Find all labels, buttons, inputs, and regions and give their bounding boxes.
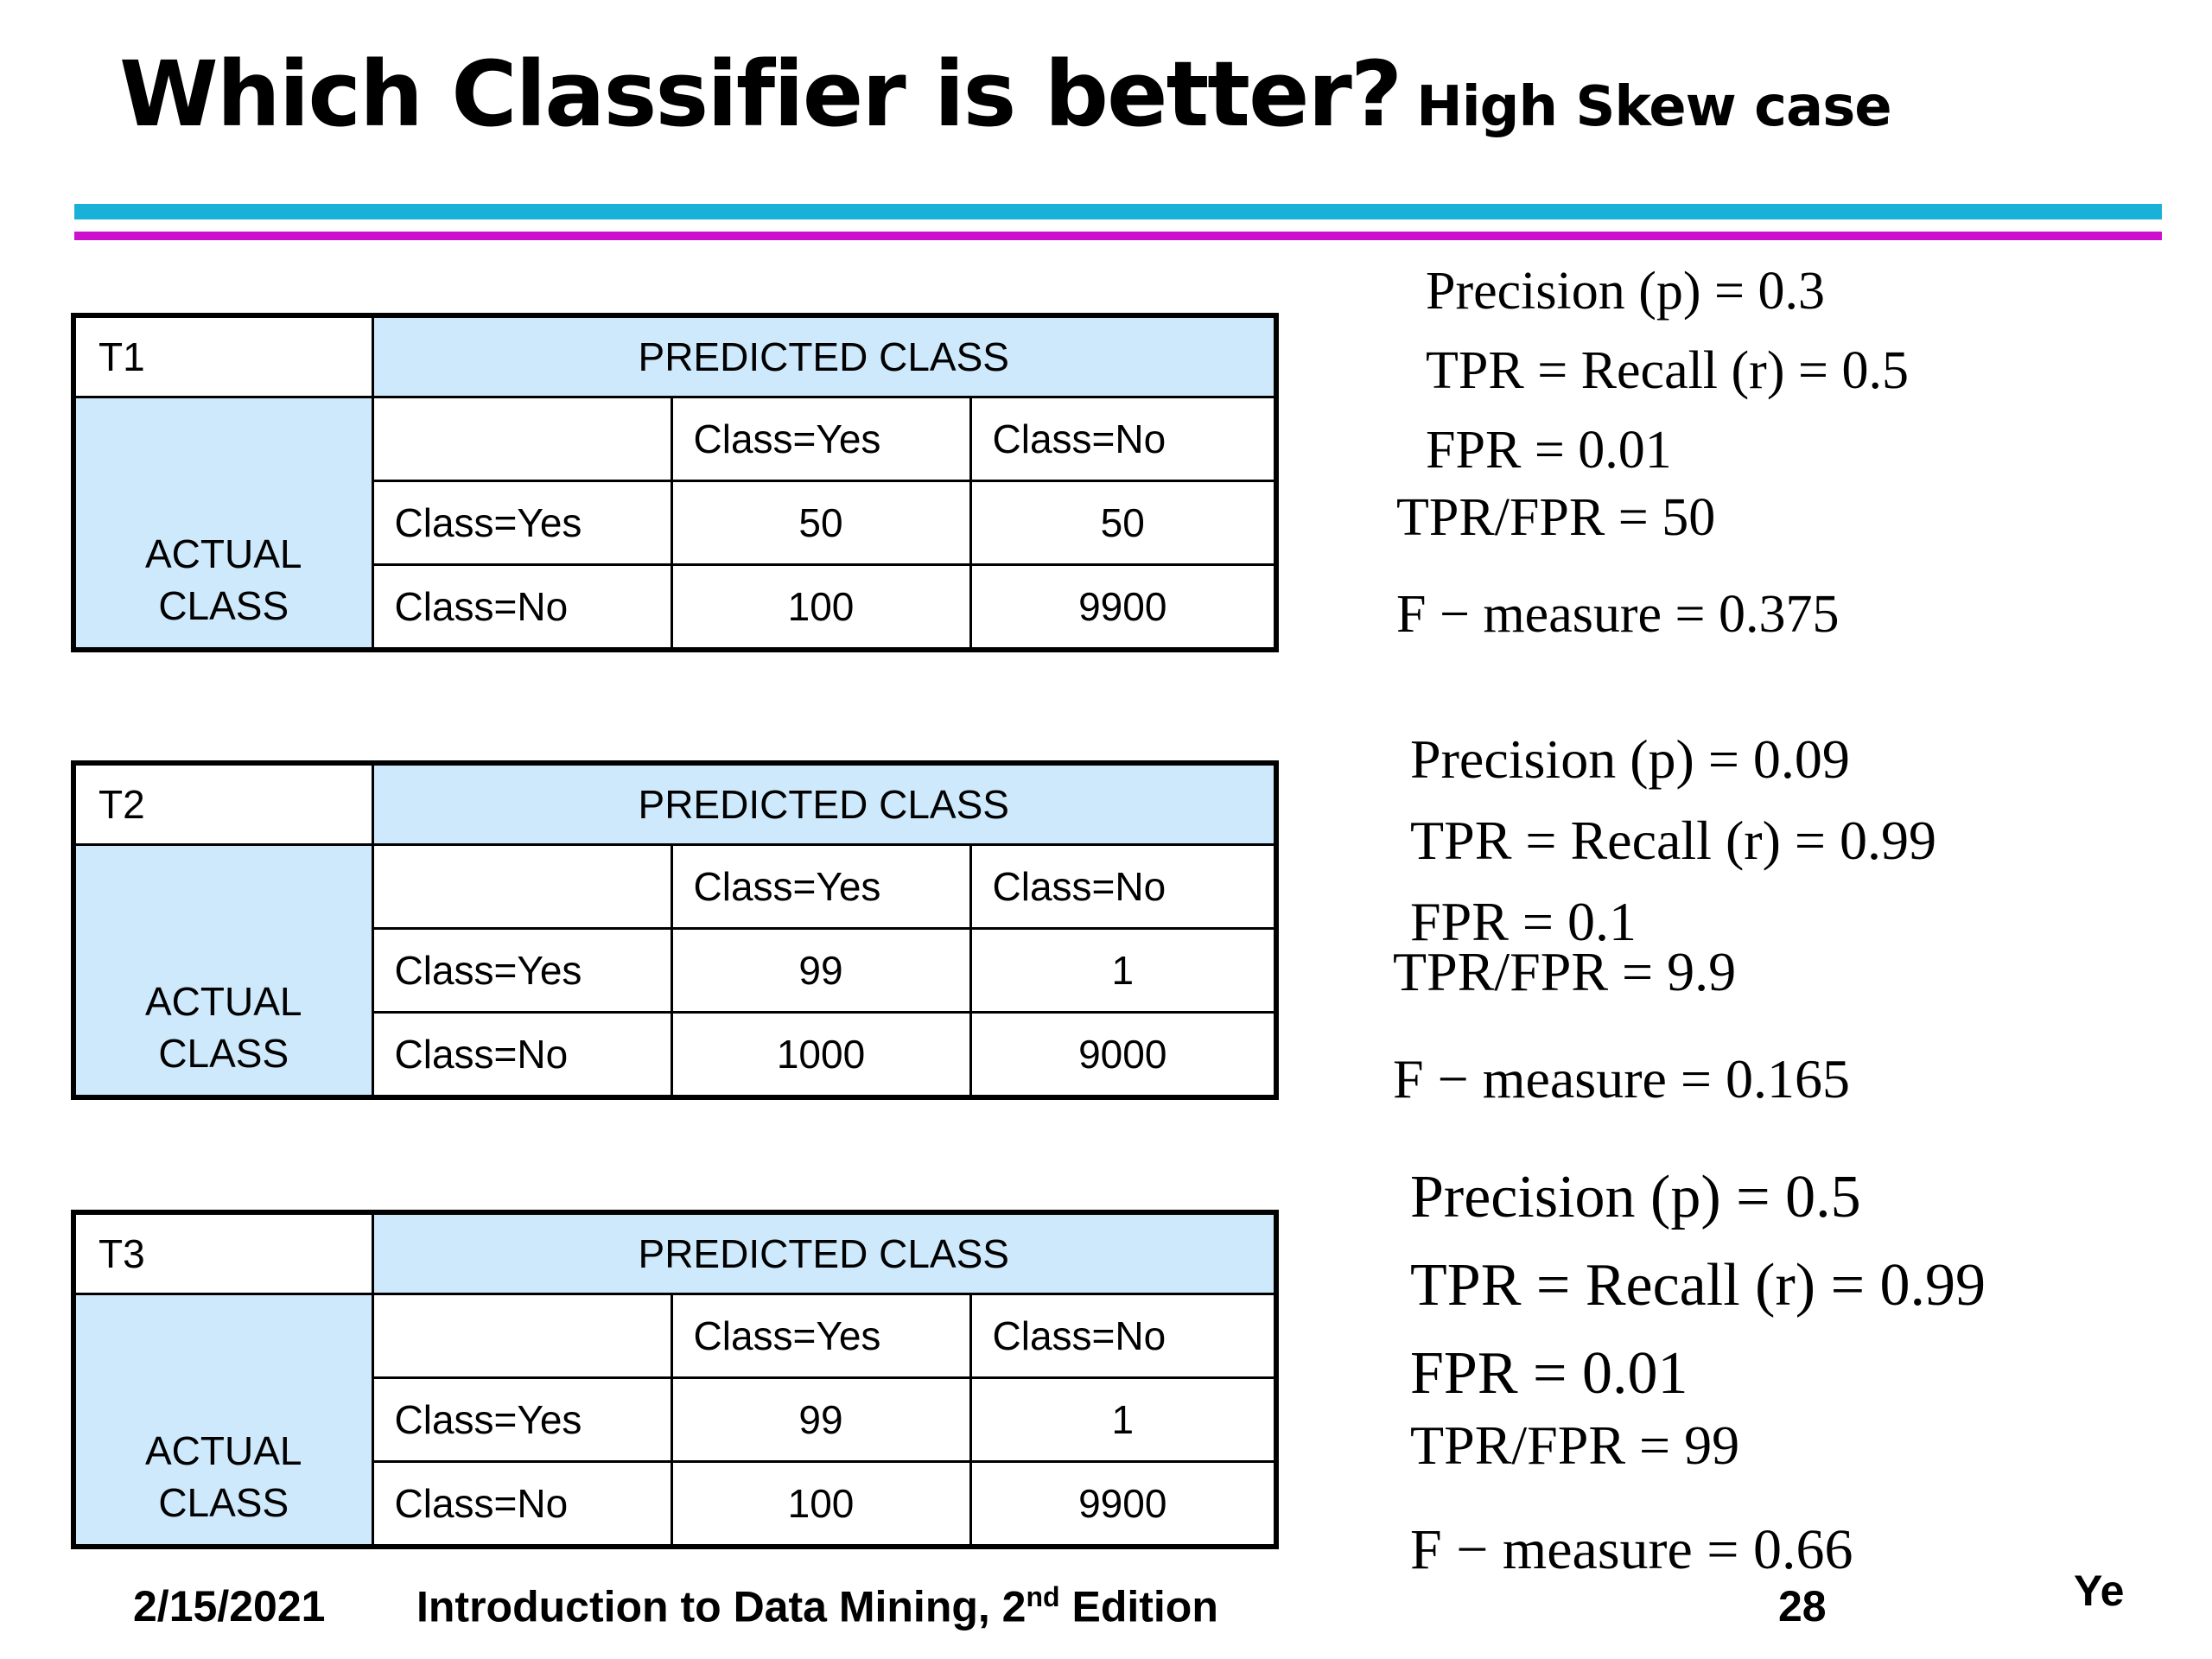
title-rule-magenta xyxy=(74,232,2162,240)
slide-title: Which Classifier is better? High Skew cas… xyxy=(119,41,1892,147)
tpr-fpr-ratio: TPR/FPR = 50 xyxy=(1396,488,1716,547)
confusion-matrix-t2: T2 PREDICTED CLASS ACTUAL CLASS Class=Yes… xyxy=(71,760,1280,1100)
confusion-matrix-t3: T3 PREDICTED CLASS ACTUAL CLASS Class=Yes… xyxy=(71,1210,1280,1549)
cell-value: 100 xyxy=(670,1460,972,1548)
cell-value: 1 xyxy=(969,927,1278,1014)
slide-title-subtitle: High Skew case xyxy=(1416,75,1892,139)
cell-value: 50 xyxy=(670,480,972,566)
fpr-formula: FPR = 0.01 xyxy=(1426,421,1672,480)
row-header: Class=Yes xyxy=(371,1376,673,1463)
predicted-class-header: PREDICTED CLASS xyxy=(371,1211,1278,1295)
row-header: Class=Yes xyxy=(371,480,673,566)
tpr-fpr-ratio: TPR/FPR = 9.9 xyxy=(1393,941,1737,1002)
cell-value: 99 xyxy=(670,1376,972,1463)
title-rule-cyan xyxy=(74,204,2162,219)
column-header: Class=No xyxy=(969,396,1278,482)
column-header: Class=No xyxy=(969,843,1278,930)
empty-corner-cell xyxy=(371,396,673,482)
confusion-matrix-t1: T1 PREDICTED CLASS ACTUAL CLASS Class=Yes… xyxy=(71,313,1280,652)
f-measure: F − measure = 0.165 xyxy=(1393,1048,1850,1109)
predicted-class-header: PREDICTED CLASS xyxy=(371,314,1278,398)
row-header: Class=Yes xyxy=(371,927,673,1014)
fpr-formula: FPR = 0.01 xyxy=(1410,1340,1688,1407)
row-header: Class=No xyxy=(371,1460,673,1548)
footer-date: 2/15/2021 xyxy=(133,1582,326,1630)
column-header: Class=Yes xyxy=(670,1293,972,1379)
recall-formula: TPR = Recall (r) = 0.5 xyxy=(1426,341,1909,400)
cell-value: 9900 xyxy=(969,563,1278,652)
precision-formula: Precision (p) = 0.5 xyxy=(1410,1164,1861,1230)
precision-formula: Precision (p) = 0.3 xyxy=(1426,262,1826,321)
cell-value: 50 xyxy=(969,480,1278,566)
matrix-label: T2 xyxy=(72,761,374,846)
actual-class-header: ACTUAL CLASS xyxy=(72,396,374,652)
actual-class-header: ACTUAL CLASS xyxy=(72,843,374,1099)
f-measure: F − measure = 0.375 xyxy=(1396,585,1840,644)
recall-formula: TPR = Recall (r) = 0.99 xyxy=(1410,810,1936,871)
cell-value: 1 xyxy=(969,1376,1278,1463)
empty-corner-cell xyxy=(371,843,673,930)
row-header: Class=No xyxy=(371,1011,673,1099)
tpr-fpr-ratio: TPR/FPR = 99 xyxy=(1410,1414,1740,1476)
cell-value: 99 xyxy=(670,927,972,1014)
recall-formula: TPR = Recall (r) = 0.99 xyxy=(1410,1252,1986,1319)
row-header: Class=No xyxy=(371,563,673,652)
f-measure: F − measure = 0.66 xyxy=(1410,1518,1853,1581)
cell-value: 9900 xyxy=(969,1460,1278,1548)
predicted-class-header: PREDICTED CLASS xyxy=(371,761,1278,846)
column-header: Class=Yes xyxy=(670,843,972,930)
matrix-label: T3 xyxy=(72,1211,374,1295)
cell-value: 1000 xyxy=(670,1011,972,1099)
cell-value: 100 xyxy=(670,563,972,652)
slide-title-main: Which Classifier is better? xyxy=(119,41,1402,147)
actual-class-header: ACTUAL CLASS xyxy=(72,1293,374,1548)
fpr-formula: FPR = 0.1 xyxy=(1410,891,1637,952)
footer-page-number: 28 xyxy=(1778,1582,1827,1630)
column-header: Class=No xyxy=(969,1293,1278,1379)
footer-author: Ye xyxy=(2074,1567,2125,1615)
column-header: Class=Yes xyxy=(670,396,972,482)
cell-value: 9000 xyxy=(969,1011,1278,1099)
empty-corner-cell xyxy=(371,1293,673,1379)
matrix-label: T1 xyxy=(72,314,374,398)
footer-book-title: Introduction to Data Mining, 2nd Edition xyxy=(416,1581,1218,1631)
precision-formula: Precision (p) = 0.09 xyxy=(1410,728,1850,790)
